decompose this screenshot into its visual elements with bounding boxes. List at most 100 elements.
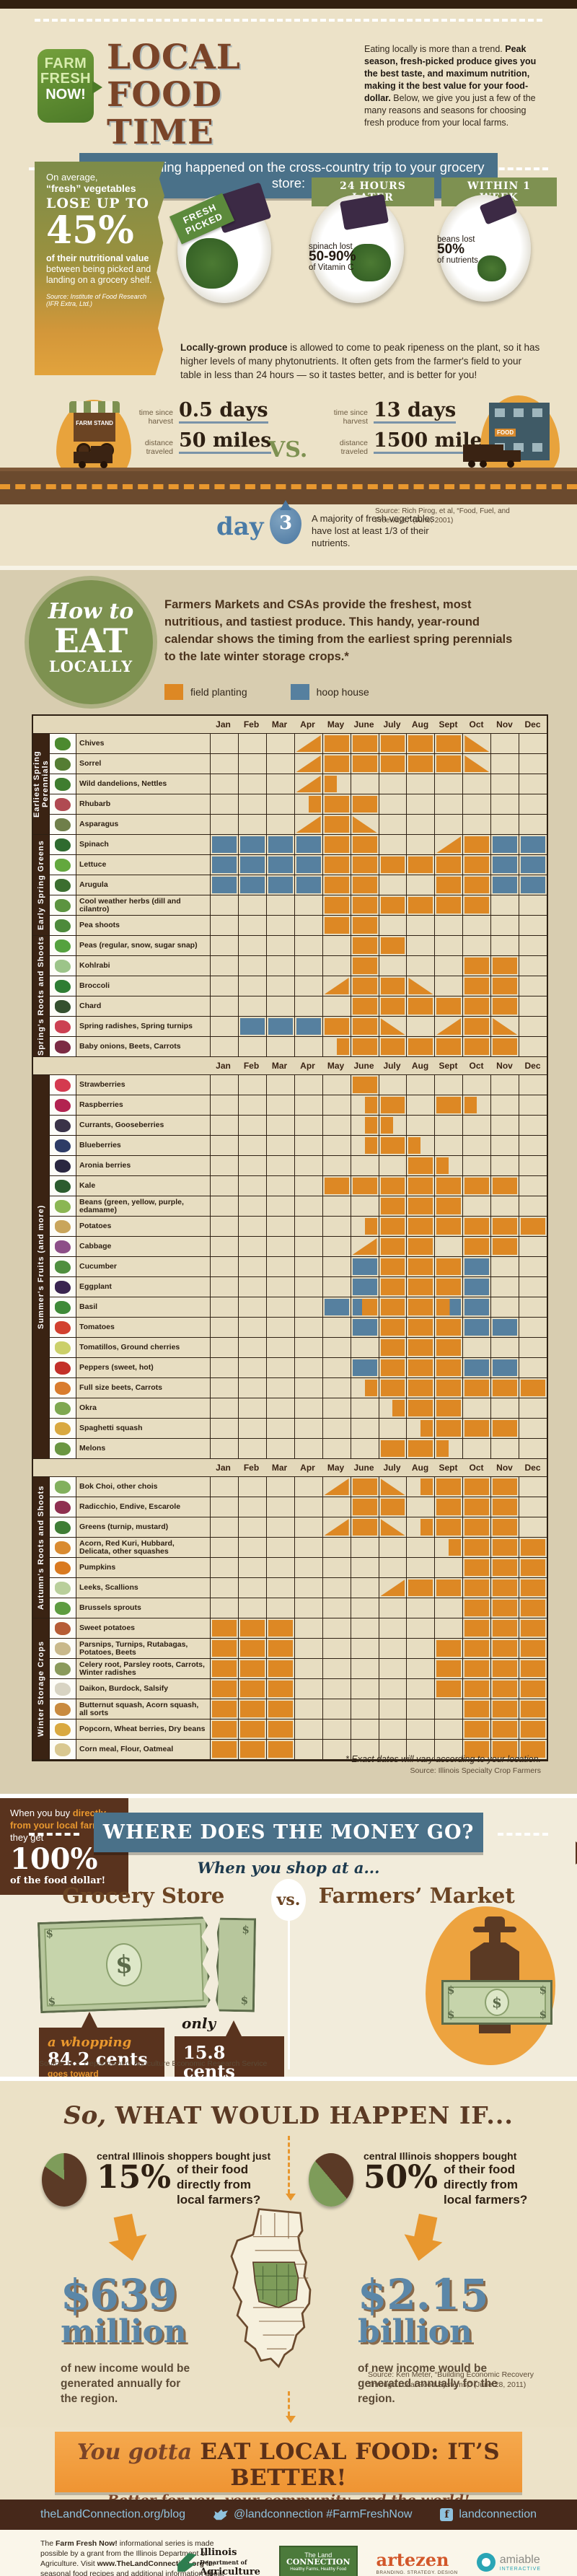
facebook-handle[interactable]: f landconnection (440, 2508, 537, 2521)
calendar-cell (239, 1517, 267, 1537)
calendar-cell (435, 754, 464, 774)
calendar-cell (407, 1439, 436, 1458)
plate3-t2: of nutrients (437, 256, 478, 265)
calendar-cell (491, 1578, 520, 1598)
calendar-cell (267, 1338, 295, 1357)
calendar-cell (435, 976, 464, 996)
parsnip-icon (50, 1639, 76, 1658)
field-planting-fill (352, 816, 377, 833)
intro-plain2: Below, we give you just a few of the man… (364, 93, 536, 128)
blog-link[interactable]: theLandConnection.org/blog (40, 2508, 186, 2520)
calendar-cell (491, 1017, 520, 1036)
calendar-cell (211, 1538, 239, 1557)
calendar-cell (211, 956, 239, 976)
amiable-logo[interactable]: amiable INTERACTIVE (476, 2553, 541, 2572)
calendar-cell (491, 1679, 520, 1699)
calendar-cell (267, 1136, 295, 1155)
calendar-cell (211, 794, 239, 814)
pumpkin-icon (50, 1558, 76, 1577)
calendar-cell (295, 1439, 323, 1458)
legend-hoop-house: hoop house (290, 684, 369, 700)
field-planting-fill (324, 857, 349, 873)
calendar-cell (351, 1477, 379, 1497)
calendar-group: Summer's Fruits (and more) Strawberries Ra… (33, 1075, 547, 1459)
month-label: May (327, 1061, 345, 1071)
crop-name: Spinach (76, 835, 211, 854)
field-planting-fill (380, 1380, 405, 1396)
calendar-cell (519, 1679, 547, 1699)
calendar-cell (239, 1358, 267, 1377)
blob-line3: of their nutritional value between being… (46, 253, 153, 286)
calendar-cell (435, 895, 464, 915)
calendar-cell (295, 1740, 323, 1759)
left-dist-label: distance traveled (144, 439, 173, 456)
table-row: Full size beets, Carrots (50, 1378, 547, 1398)
calendar-cell (407, 1497, 436, 1517)
arugula-icon (50, 875, 76, 895)
para-bold: Locally-grown produce (180, 342, 288, 353)
calendar-cell (267, 1017, 295, 1036)
cornmeal-icon (50, 1740, 76, 1759)
twitter-handle[interactable]: @landconnection #FarmFreshNow (213, 2508, 412, 2521)
field-planting-fill (408, 1319, 433, 1336)
field-planting-fill (436, 1519, 462, 1535)
field-planting-fill (408, 1359, 433, 1376)
field-planting-fill (464, 1539, 490, 1556)
calendar-cell (407, 1358, 436, 1377)
field-planting-fill (436, 1420, 462, 1437)
calendar-cell (379, 1398, 408, 1418)
field-planting-fill (493, 1559, 518, 1576)
crop-name: Kohlrabi (76, 956, 211, 976)
field-planting-fill (436, 998, 462, 1015)
month-cells (211, 1297, 547, 1317)
calendar-cell (211, 1156, 239, 1175)
table-row: Lettuce (50, 855, 547, 875)
calendar-cell (463, 774, 492, 794)
calendar-cell (211, 1176, 239, 1196)
field-planting-fill (239, 1620, 265, 1637)
calendar-cell (491, 1719, 520, 1739)
calendar-cell (435, 855, 464, 875)
pie-chart-15pct (42, 2153, 87, 2207)
badge-small: LOCALLY (48, 657, 133, 675)
calendar-cell (323, 1176, 351, 1196)
calendar-cell (463, 1719, 492, 1739)
calendar-cell (379, 1075, 408, 1095)
field-planting-fill (436, 1499, 462, 1515)
twitter-icon (213, 2509, 228, 2520)
calendar-cell (267, 1176, 295, 1196)
field-planting-fill (212, 1701, 237, 1717)
intro-bold: Peak season, fresh-picked produce gives … (364, 44, 537, 103)
calendar-cell (435, 1358, 464, 1377)
artezen-logo[interactable]: artezen BRANDING. STRATEGY. DESIGN (376, 2549, 458, 2575)
amount-number: $639 (61, 2270, 177, 2319)
day-number: 3 (278, 512, 293, 534)
calendar-cell (239, 1378, 267, 1398)
calendar-cell (267, 1297, 295, 1317)
calendar-cell (519, 1659, 547, 1678)
table-row: Arugula (50, 875, 547, 895)
co1-script: a whopping (48, 2035, 132, 2050)
calendar-cell (407, 895, 436, 915)
calendar-cell (407, 1277, 436, 1297)
banner-script: You gotta (76, 2440, 193, 2465)
group-rows: Peas (regular, snow, sugar snap) Kohlrabi… (50, 936, 547, 1056)
month-cells (211, 1558, 547, 1577)
land-connection-logo[interactable]: The Land CONNECTION Healthy Farms, Healt… (278, 2546, 358, 2576)
field-planting-fill (352, 1519, 377, 1535)
calendar-cell (519, 1338, 547, 1357)
calendar-cell (239, 1176, 267, 1196)
calendar-cell (211, 754, 239, 774)
hoop-house-fill (296, 836, 321, 853)
calendar-cell (463, 1017, 492, 1036)
field-planting-fill (380, 1137, 405, 1154)
farmers-market-title: Farmers’ Market (318, 1883, 515, 1908)
calendar-cell (323, 754, 351, 774)
calendar-cell (491, 1419, 520, 1438)
calendar-cell (295, 1017, 323, 1036)
calendar-cell (239, 1075, 267, 1095)
illinois-agriculture-logo[interactable]: Illinois Department of Agriculture (177, 2548, 260, 2576)
field-planting-fill (380, 978, 405, 994)
field-planting-fill (380, 1178, 405, 1194)
group-label: Summer's Fruits (and more) (33, 1075, 50, 1458)
